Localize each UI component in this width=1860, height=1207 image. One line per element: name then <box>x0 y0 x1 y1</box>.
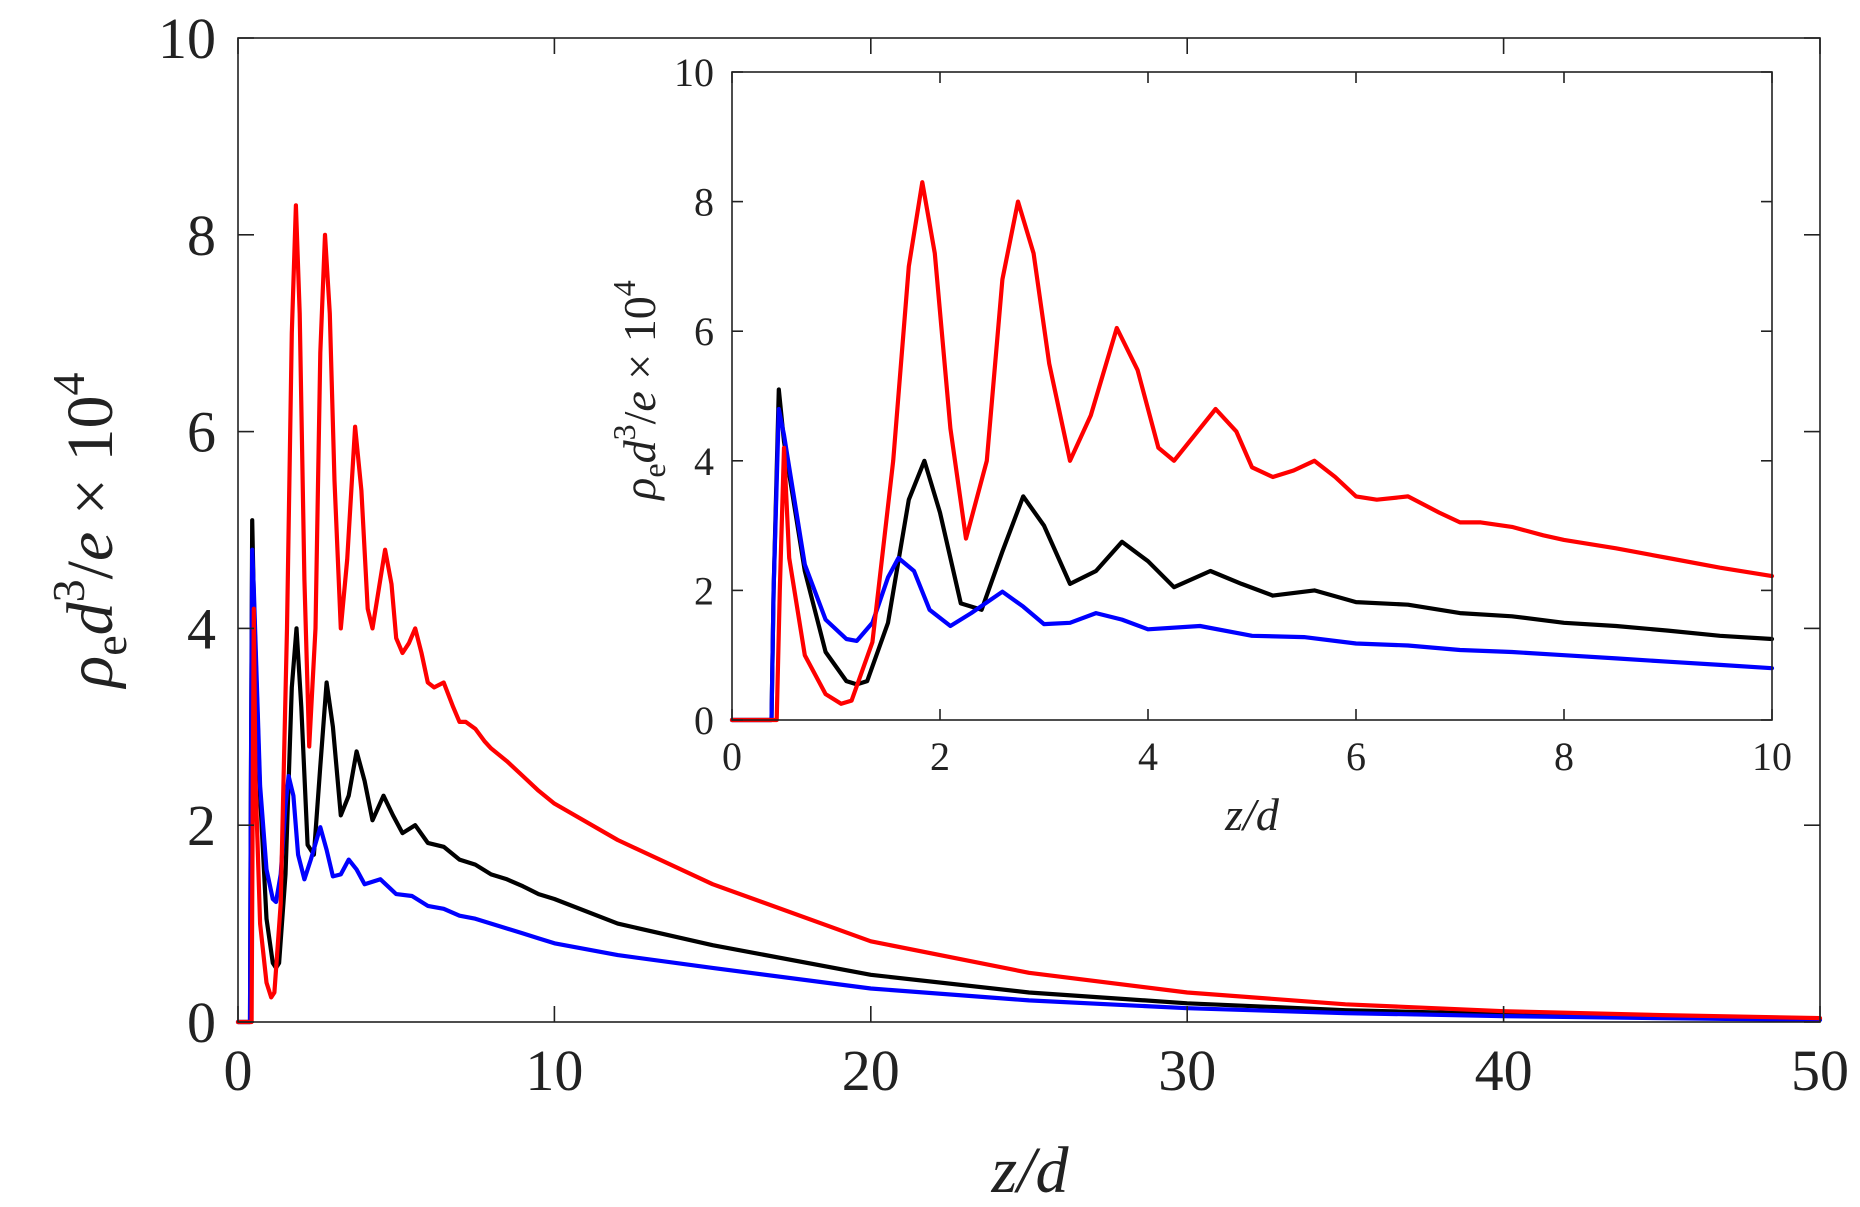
inset-y-label-slash: / <box>614 411 665 424</box>
main-series-group <box>235 203 1823 1025</box>
main-xtick-labels: 0 10 20 30 40 50 <box>224 1038 1850 1103</box>
main-xtick-label: 10 <box>525 1038 583 1103</box>
inset-series-blue <box>729 406 1775 723</box>
inset-ytick-label: 8 <box>694 180 714 225</box>
main-tick-marks <box>237 37 1821 1023</box>
main-ytick-label: 4 <box>187 596 216 661</box>
main-x-axis-label: z/d <box>990 1134 1069 1207</box>
inset-plot-frame <box>731 71 1773 721</box>
y-label-slash: / <box>54 560 127 579</box>
inset-ytick-label: 6 <box>694 309 714 354</box>
inset-series-red <box>729 180 1775 723</box>
y-label-sub: e <box>85 635 136 655</box>
y-label-d: d <box>54 601 127 635</box>
inset-xtick-label: 10 <box>1752 734 1792 779</box>
inset-xtick-label: 0 <box>722 734 742 779</box>
inset-tick-marks <box>731 71 1773 721</box>
y-label-sup3: 3 <box>43 579 94 602</box>
inset-xtick-label: 2 <box>930 734 950 779</box>
inset-y-label-sup4: 4 <box>606 280 642 296</box>
inset-ytick-labels: 0 2 4 6 8 10 <box>674 50 714 743</box>
main-series-blue <box>235 547 1823 1025</box>
inset-xtick-label: 8 <box>1554 734 1574 779</box>
main-plot-frame <box>237 37 1821 1023</box>
main-y-axis-label: ρed3/e × 104 <box>43 373 136 690</box>
main-xtick-label: 40 <box>1475 1038 1533 1103</box>
inset-series-black <box>729 387 1775 723</box>
inset-y-label-d: d <box>614 439 665 463</box>
main-ytick-label: 0 <box>187 990 216 1055</box>
inset-ytick-label: 4 <box>694 439 714 484</box>
y-label-e: e <box>54 532 127 561</box>
y-label-times: × 10 <box>54 396 127 532</box>
main-ytick-label: 10 <box>158 6 216 71</box>
inset-y-label-rho: ρ <box>614 478 665 502</box>
inset-y-axis-label: ρed3/e × 104 <box>606 280 672 501</box>
inset-y-label-sub: e <box>636 463 672 477</box>
main-series-red <box>235 203 1823 1025</box>
inset-y-label-times: × 10 <box>614 296 665 391</box>
main-xtick-label: 50 <box>1791 1038 1849 1103</box>
main-xtick-label: 20 <box>842 1038 900 1103</box>
inset-series-group <box>729 180 1775 723</box>
inset-background <box>732 72 1772 720</box>
inset-y-label-e: e <box>614 391 665 411</box>
y-label-sup4: 4 <box>43 373 94 396</box>
main-ytick-label: 8 <box>187 203 216 268</box>
inset-y-label-sup3: 3 <box>606 424 642 440</box>
main-ytick-label: 6 <box>187 400 216 465</box>
inset-xtick-label: 4 <box>1138 734 1158 779</box>
inset-ytick-label: 10 <box>674 50 714 95</box>
inset-ytick-label: 2 <box>694 568 714 613</box>
y-label-rho: ρ <box>54 656 127 690</box>
inset-x-axis-label: z/d <box>1224 789 1280 840</box>
main-ytick-label: 2 <box>187 793 216 858</box>
inset-xtick-label: 6 <box>1346 734 1366 779</box>
inset-ytick-label: 0 <box>694 698 714 743</box>
main-ytick-labels: 0 2 4 6 8 10 <box>158 6 216 1055</box>
inset-xtick-labels: 0 2 4 6 8 10 <box>722 734 1792 779</box>
main-xtick-label: 0 <box>224 1038 253 1103</box>
main-xtick-label: 30 <box>1158 1038 1216 1103</box>
